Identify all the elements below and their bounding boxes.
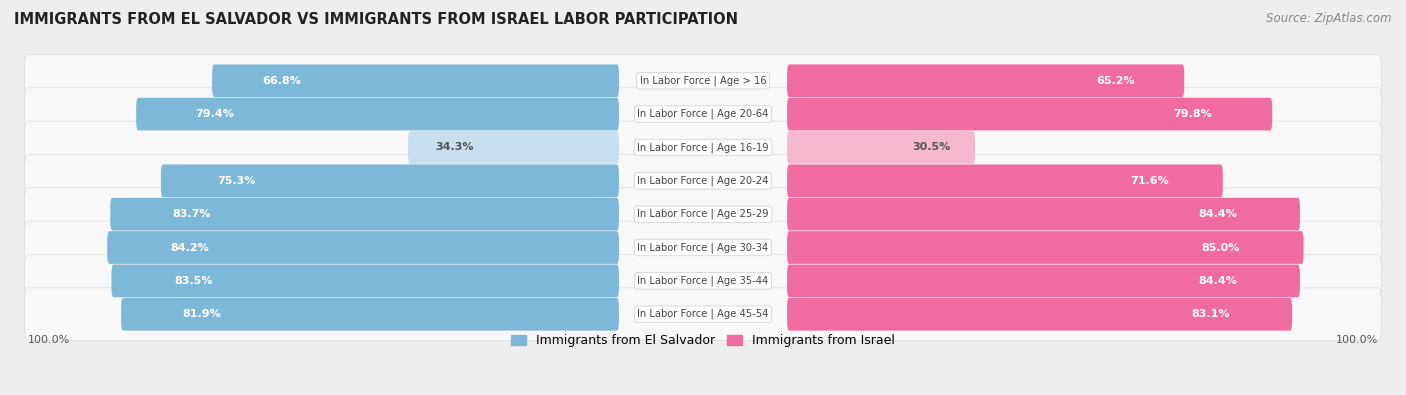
FancyBboxPatch shape xyxy=(787,231,1303,264)
Text: 83.5%: 83.5% xyxy=(174,276,212,286)
Legend: Immigrants from El Salvador, Immigrants from Israel: Immigrants from El Salvador, Immigrants … xyxy=(510,334,896,347)
Text: 84.4%: 84.4% xyxy=(1198,209,1237,219)
Text: 100.0%: 100.0% xyxy=(1336,335,1378,345)
Text: In Labor Force | Age 35-44: In Labor Force | Age 35-44 xyxy=(637,276,769,286)
Text: 84.4%: 84.4% xyxy=(1198,276,1237,286)
FancyBboxPatch shape xyxy=(787,98,1272,130)
Text: 30.5%: 30.5% xyxy=(912,143,950,152)
Text: In Labor Force | Age 16-19: In Labor Force | Age 16-19 xyxy=(637,142,769,153)
FancyBboxPatch shape xyxy=(111,265,619,297)
FancyBboxPatch shape xyxy=(24,154,1382,207)
Text: 65.2%: 65.2% xyxy=(1097,76,1135,86)
FancyBboxPatch shape xyxy=(24,288,1382,340)
FancyBboxPatch shape xyxy=(212,64,619,97)
FancyBboxPatch shape xyxy=(110,198,619,231)
Text: In Labor Force | Age 20-64: In Labor Force | Age 20-64 xyxy=(637,109,769,119)
FancyBboxPatch shape xyxy=(24,55,1382,107)
FancyBboxPatch shape xyxy=(787,64,1184,97)
FancyBboxPatch shape xyxy=(24,254,1382,307)
Text: In Labor Force | Age 25-29: In Labor Force | Age 25-29 xyxy=(637,209,769,220)
FancyBboxPatch shape xyxy=(787,298,1292,331)
Text: 100.0%: 100.0% xyxy=(28,335,70,345)
FancyBboxPatch shape xyxy=(24,221,1382,274)
FancyBboxPatch shape xyxy=(787,198,1301,231)
Text: 83.1%: 83.1% xyxy=(1191,309,1230,319)
FancyBboxPatch shape xyxy=(24,121,1382,174)
Text: 79.4%: 79.4% xyxy=(195,109,235,119)
Text: IMMIGRANTS FROM EL SALVADOR VS IMMIGRANTS FROM ISRAEL LABOR PARTICIPATION: IMMIGRANTS FROM EL SALVADOR VS IMMIGRANT… xyxy=(14,12,738,27)
Text: 84.2%: 84.2% xyxy=(170,243,209,252)
Text: Source: ZipAtlas.com: Source: ZipAtlas.com xyxy=(1267,12,1392,25)
FancyBboxPatch shape xyxy=(24,88,1382,141)
FancyBboxPatch shape xyxy=(408,131,619,164)
Text: 75.3%: 75.3% xyxy=(218,176,256,186)
FancyBboxPatch shape xyxy=(787,131,974,164)
Text: 83.7%: 83.7% xyxy=(173,209,211,219)
Text: In Labor Force | Age 30-34: In Labor Force | Age 30-34 xyxy=(637,242,769,253)
Text: 81.9%: 81.9% xyxy=(183,309,221,319)
Text: In Labor Force | Age 20-24: In Labor Force | Age 20-24 xyxy=(637,175,769,186)
Text: 34.3%: 34.3% xyxy=(434,143,474,152)
FancyBboxPatch shape xyxy=(787,164,1223,197)
Text: 66.8%: 66.8% xyxy=(263,76,301,86)
FancyBboxPatch shape xyxy=(787,265,1301,297)
FancyBboxPatch shape xyxy=(160,164,619,197)
Text: In Labor Force | Age > 16: In Labor Force | Age > 16 xyxy=(640,75,766,86)
Text: In Labor Force | Age 45-54: In Labor Force | Age 45-54 xyxy=(637,309,769,320)
FancyBboxPatch shape xyxy=(121,298,619,331)
Text: 71.6%: 71.6% xyxy=(1130,176,1168,186)
FancyBboxPatch shape xyxy=(24,188,1382,241)
FancyBboxPatch shape xyxy=(136,98,619,130)
Text: 79.8%: 79.8% xyxy=(1174,109,1212,119)
Text: 85.0%: 85.0% xyxy=(1202,243,1240,252)
FancyBboxPatch shape xyxy=(107,231,619,264)
